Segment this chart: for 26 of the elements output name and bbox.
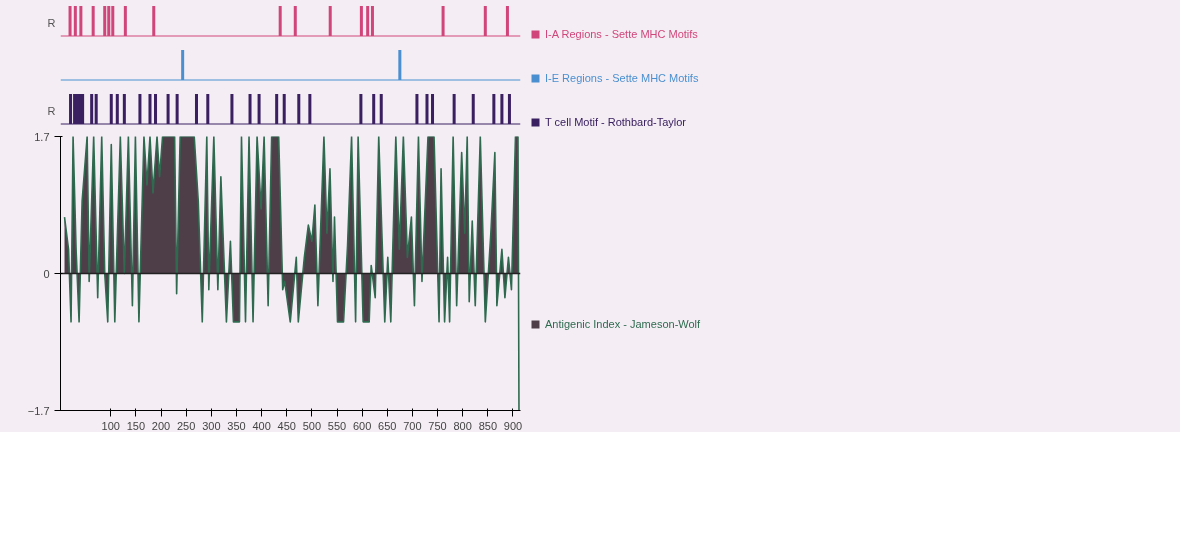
x-tick-label: 400	[252, 419, 271, 432]
x-tick-label: 450	[277, 419, 296, 432]
x-tick-label: 150	[126, 419, 146, 432]
y-axis-title: R	[47, 104, 56, 117]
x-tick-label: 850	[478, 419, 498, 432]
legend-label: I-A Regions - Sette MHC Motifs	[545, 28, 698, 40]
x-tick-label: 100	[101, 419, 120, 432]
x-tick-label: 200	[151, 419, 171, 432]
x-tick-label: 350	[227, 419, 246, 432]
x-tick-label: 600	[352, 419, 372, 432]
legend-label: I-E Regions - Sette MHC Motifs	[545, 72, 699, 84]
x-tick-label: 650	[378, 419, 397, 432]
legend-label: Antigenic Index - Jameson-Wolf	[545, 318, 701, 330]
x-tick-label: 550	[327, 419, 347, 432]
x-tick-label: 900	[503, 419, 523, 432]
y-tick-label: −1.7	[27, 404, 50, 417]
x-tick-label: 700	[403, 419, 422, 432]
x-tick-label: 250	[177, 419, 196, 432]
x-tick-label: 800	[453, 419, 472, 432]
x-tick-label: 750	[428, 419, 447, 432]
x-tick-label: 300	[202, 419, 221, 432]
y-tick-label: 1.7	[34, 130, 50, 143]
x-tick-label: 500	[302, 419, 322, 432]
y-axis-title: R	[47, 16, 56, 29]
y-tick-label: 0	[43, 267, 50, 280]
legend-label: T cell Motif - Rothbard-Taylor	[545, 116, 687, 128]
